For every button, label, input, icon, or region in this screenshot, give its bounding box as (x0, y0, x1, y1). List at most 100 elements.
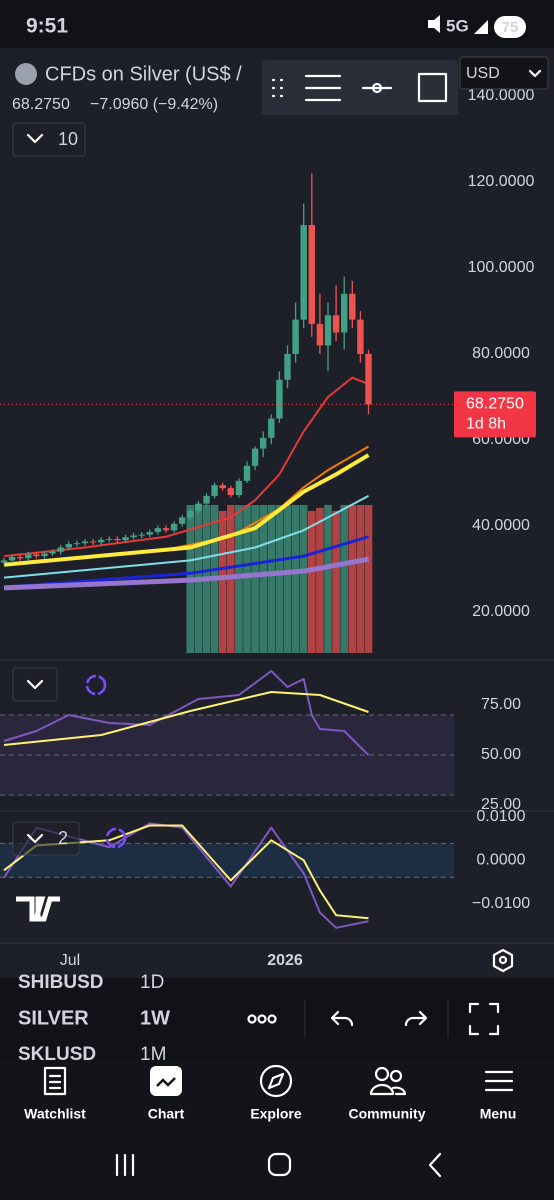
candle-body (219, 485, 226, 489)
collapse-icon (26, 133, 44, 144)
candle-body (138, 534, 145, 536)
recents-button[interactable] (115, 1153, 135, 1177)
candle-body (187, 510, 194, 518)
price-tag-label: 68.2750 (466, 396, 524, 413)
nav-item[interactable]: Explore (250, 1064, 302, 1122)
currency-select[interactable] (459, 56, 549, 90)
candle-body (268, 418, 275, 438)
candle-body (162, 528, 170, 531)
indicators-button[interactable] (12, 122, 86, 157)
volume-bar (218, 510, 227, 653)
more-button[interactable] (247, 1014, 257, 1024)
nav-item[interactable]: Menu (480, 1070, 517, 1122)
home-button[interactable] (267, 1152, 292, 1177)
candle-body (33, 554, 40, 557)
more-button (267, 1014, 277, 1024)
back-button[interactable] (428, 1152, 442, 1178)
tradingview-logo (16, 896, 60, 922)
candle-body (357, 319, 364, 354)
nav-label: Watchlist (24, 1106, 86, 1122)
line (3, 495, 369, 579)
candle-body (130, 535, 137, 538)
price-tag (454, 391, 536, 438)
line-point (371, 82, 383, 94)
symbol[interactable]: SHIBUSD (18, 972, 104, 993)
candle-body (203, 495, 210, 504)
community-icon (369, 1083, 407, 1096)
line (3, 691, 369, 746)
candle-body (276, 379, 283, 419)
symbol[interactable]: SILVER (18, 1007, 89, 1029)
chart-icon-line (156, 1077, 176, 1087)
candle-body (227, 488, 234, 496)
volume-bar (324, 505, 332, 653)
nav-bar (0, 1060, 554, 1142)
settings-button[interactable] (492, 948, 514, 973)
y-tick-label: 25.00 (481, 796, 521, 813)
layout-button[interactable] (304, 74, 342, 102)
y-tick-label: 50.00 (481, 746, 521, 763)
toolbar-bg (262, 60, 458, 115)
symbol[interactable]: SKLUSD (18, 1044, 96, 1065)
battery-level: 75 (502, 19, 519, 36)
line (3, 824, 369, 920)
candle-body (8, 556, 16, 561)
more-button (257, 1014, 267, 1024)
y-tick-label: 140.0000 (468, 87, 535, 104)
candle-body (25, 554, 32, 559)
candle-body (341, 293, 348, 333)
y-tick-label: 80.0000 (472, 345, 530, 362)
system-nav (0, 1142, 554, 1200)
fullscreen-button[interactable] (468, 1002, 500, 1036)
nav-label: Explore (250, 1106, 302, 1122)
interval[interactable]: 1D (140, 972, 164, 993)
price: 68.2750 (12, 96, 70, 113)
explore-icon (259, 1064, 293, 1098)
symbol-title: CFDs on Silver (US$ / (45, 63, 242, 85)
network: 5G (446, 16, 469, 35)
candle-body (179, 517, 186, 524)
candle-body (98, 539, 105, 543)
interval[interactable]: 1W (140, 1007, 170, 1029)
refresh-icon[interactable] (85, 674, 107, 696)
candle-body (65, 544, 72, 548)
line (3, 822, 369, 929)
y-tick-label: 100.0000 (468, 259, 535, 276)
battery (494, 16, 526, 38)
x-tick-label: Jul (60, 952, 80, 969)
rectangle-button[interactable] (417, 72, 448, 103)
interval[interactable]: 1M (140, 1044, 166, 1065)
volume-bar (291, 505, 300, 653)
candle-body (308, 225, 315, 324)
mute-icon (428, 15, 440, 33)
volume-bar (340, 505, 348, 653)
candle-body (170, 523, 178, 531)
refresh-icon[interactable] (105, 827, 127, 849)
macd-collapse[interactable] (12, 821, 80, 856)
volume-bar (332, 510, 340, 653)
nav-item[interactable]: Chart (148, 1066, 185, 1122)
candle-body (89, 541, 97, 543)
line (3, 535, 369, 589)
y-tick-label: −0.0100 (472, 895, 530, 912)
settings-dot (498, 955, 508, 965)
y-tick-label: 20.0000 (472, 603, 530, 620)
line (3, 670, 370, 756)
x-tick-label: 2026 (267, 952, 303, 969)
volume-bar (316, 507, 324, 653)
menu-icon (484, 1070, 514, 1092)
rsi-collapse[interactable] (12, 667, 58, 702)
candle-body (154, 528, 162, 533)
candle-body (114, 538, 121, 541)
watchlist-icon (43, 1066, 67, 1096)
nav-item[interactable]: Watchlist (24, 1066, 86, 1122)
volume-bar (275, 505, 284, 653)
line (3, 453, 370, 567)
redo-button[interactable] (404, 1010, 428, 1027)
nav-item[interactable]: Community (349, 1066, 426, 1122)
candle-body (260, 437, 267, 449)
undo-button[interactable] (330, 1010, 354, 1027)
candle-body (122, 537, 129, 541)
toolbar (262, 60, 458, 115)
candle-body (349, 293, 356, 320)
